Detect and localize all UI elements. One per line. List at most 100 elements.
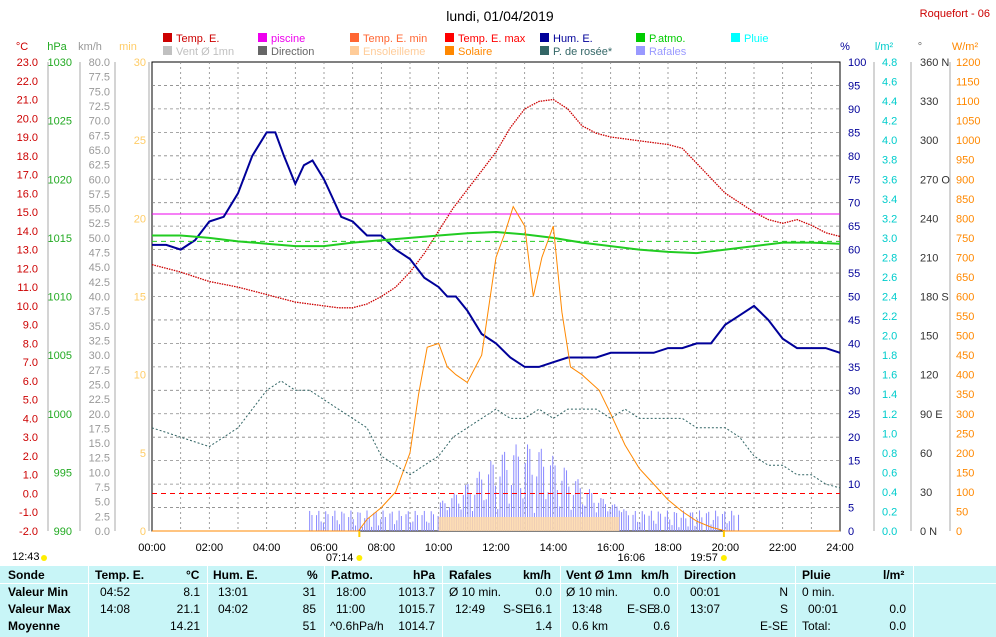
temp-tick: 0.0: [23, 488, 38, 500]
min-hum-time: 13:01: [218, 585, 249, 599]
time-tick: 16:00: [597, 542, 625, 554]
rain-tick: 3.6: [882, 174, 897, 186]
temp-tick: 6.0: [23, 376, 38, 388]
header-direction: Direction: [684, 568, 737, 582]
humidity-tick: 50: [848, 292, 860, 304]
wind-tick: 72.5: [89, 101, 110, 113]
humidity-tick: 55: [848, 268, 860, 280]
legend-label: P. de rosée*: [553, 46, 613, 58]
humidity-tick: 5: [848, 503, 854, 515]
direction-tick: 150: [920, 331, 938, 343]
direction-tick: 360 N: [920, 57, 949, 69]
wind-tick: 0.0: [95, 526, 110, 538]
header-patmo-unit: hPa: [413, 568, 436, 582]
solar-tick: 1200: [956, 57, 980, 69]
pressure-tick: 1010: [48, 292, 72, 304]
wind-tick: 42.5: [89, 277, 110, 289]
rain-tick: 1.0: [882, 428, 897, 440]
legend-label: Ensoleilleme: [363, 46, 425, 58]
humidity-tick: 45: [848, 315, 860, 327]
sunshine-area: [438, 517, 620, 531]
header-rafales-unit: km/h: [523, 568, 552, 582]
header-sonde: Sonde: [8, 568, 45, 582]
pressure-tick: 995: [54, 467, 72, 479]
temp-tick: 23.0: [17, 57, 38, 69]
header-temp: Temp. E.: [95, 568, 145, 582]
direction-tick: 300: [920, 135, 938, 147]
max-rafales-value: 16.1: [528, 602, 552, 616]
legend-swatch: [636, 46, 645, 55]
wind-tick: 35.0: [89, 321, 110, 333]
mean-rafales-value: 1.4: [535, 619, 552, 633]
rain-tick: 2.0: [882, 331, 897, 343]
temp-tick: 19.0: [17, 132, 38, 144]
min-dir-time: 00:01: [690, 585, 721, 599]
legend-label: piscine: [271, 33, 305, 45]
humidity-tick: 100: [848, 57, 866, 69]
temp-tick: 17.0: [17, 170, 38, 182]
pressure-tick: 1005: [48, 350, 72, 362]
temp-tick: 7.0: [23, 357, 38, 369]
min-rafales-time: Ø 10 min.: [449, 585, 502, 599]
rain-tick: 3.4: [882, 194, 897, 206]
legend-label: P.atmo.: [649, 33, 686, 45]
max-hum-value: 85: [302, 602, 316, 616]
max-temp-time: 14:08: [100, 602, 131, 616]
header-pluie-unit: l/m²: [883, 568, 905, 582]
direction-tick: 60: [920, 448, 932, 460]
min-vent-value: 0.0: [653, 585, 670, 599]
header-temp-unit: °C: [186, 568, 200, 582]
station-name: Roquefort - 06: [920, 8, 990, 20]
time-tick: 10:00: [425, 542, 453, 554]
temp-tick: 18.0: [17, 151, 38, 163]
rain-tick: 1.6: [882, 370, 897, 382]
unit-label: W/m²: [952, 41, 979, 53]
temp-tick: 2.0: [23, 451, 38, 463]
humidity-tick: 95: [848, 80, 860, 92]
wind-tick: 5.0: [95, 497, 110, 509]
wind-tick: 77.5: [89, 72, 110, 84]
direction-tick: 0 N: [920, 526, 937, 538]
rain-tick: 0.8: [882, 448, 897, 460]
wind-tick: 45.0: [89, 262, 110, 274]
temp-tick: -1.0: [19, 507, 38, 519]
rain-tick: 3.8: [882, 155, 897, 167]
header-patmo: P.atmo.: [331, 568, 373, 582]
wind-tick: 2.5: [95, 511, 110, 523]
direction-tick: 120: [920, 370, 938, 382]
header-vent-unit: km/h: [641, 568, 670, 582]
wind-tick: 22.5: [89, 394, 110, 406]
humidity-tick: 30: [848, 385, 860, 397]
rain-tick: 0.0: [882, 526, 897, 538]
mean-vent-distance: 0.6 km: [572, 619, 609, 633]
humidity-tick: 35: [848, 362, 860, 374]
axis-unit-labels: °C hPa km/h min% l/m² ° W/m²: [16, 41, 979, 53]
temp-tick: 5.0: [23, 395, 38, 407]
row-label-min: Valeur Min: [8, 585, 69, 599]
legend-swatch: [350, 33, 359, 42]
min-temp-time: 04:52: [100, 585, 131, 599]
time-tick: 12:00: [482, 542, 510, 554]
unit-label: °C: [16, 41, 28, 53]
rain-tick: 4.0: [882, 135, 897, 147]
solar-tick: 350: [956, 389, 974, 401]
temp-tick: 9.0: [23, 320, 38, 332]
rain-tick: 2.8: [882, 252, 897, 264]
grid: [151, 61, 841, 532]
wind-tick: 80.0: [89, 57, 110, 69]
temp-tick: 10.0: [17, 301, 38, 313]
solar-noon-label: 16:06: [618, 552, 646, 564]
solar-tick: 500: [956, 331, 974, 343]
rain-tick: 4.4: [882, 96, 897, 108]
direction-tick: 90 E: [920, 409, 943, 421]
temp-tick: 11.0: [17, 282, 38, 294]
temp-tick: 16.0: [17, 188, 38, 200]
solar-tick: 1150: [956, 77, 980, 89]
solar-tick: 0: [956, 526, 962, 538]
direction-tick: 180 S: [920, 292, 949, 304]
min-patmo-value: 1013.7: [398, 585, 435, 599]
min-hum-value: 31: [302, 585, 316, 599]
temp-tick: -2.0: [19, 526, 38, 538]
series-hum-e-line: [152, 131, 841, 368]
humidity-tick: 80: [848, 151, 860, 163]
